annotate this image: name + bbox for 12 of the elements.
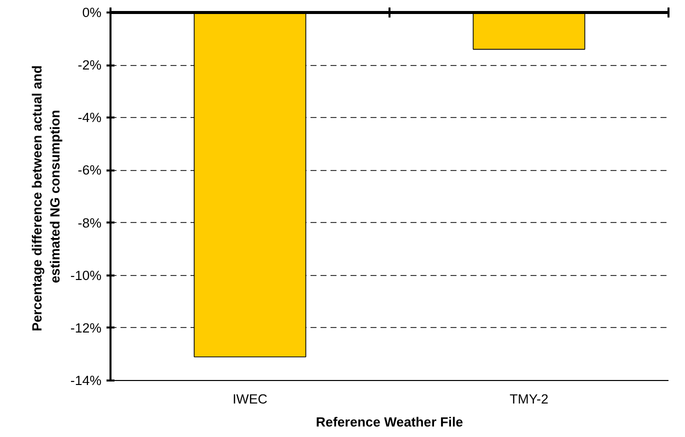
y-tick-label: -4%: [78, 110, 102, 126]
y-tick-label: -12%: [70, 320, 102, 336]
y-tick-label: -8%: [78, 215, 102, 230]
y-tick-label: -14%: [70, 373, 102, 388]
x-tick-label: TMY-2: [510, 392, 548, 406]
y-tick-label: -6%: [78, 162, 102, 178]
x-axis-title: Reference Weather File: [316, 414, 464, 430]
y-tick-label: 0%: [82, 5, 102, 20]
y-axis-title: Percentage difference between actual and estimated NG consumption: [29, 65, 62, 332]
y-tick-label: -2%: [78, 58, 102, 73]
x-tick-label: IWEC: [232, 392, 268, 406]
y-tick-label: -10%: [70, 268, 102, 283]
